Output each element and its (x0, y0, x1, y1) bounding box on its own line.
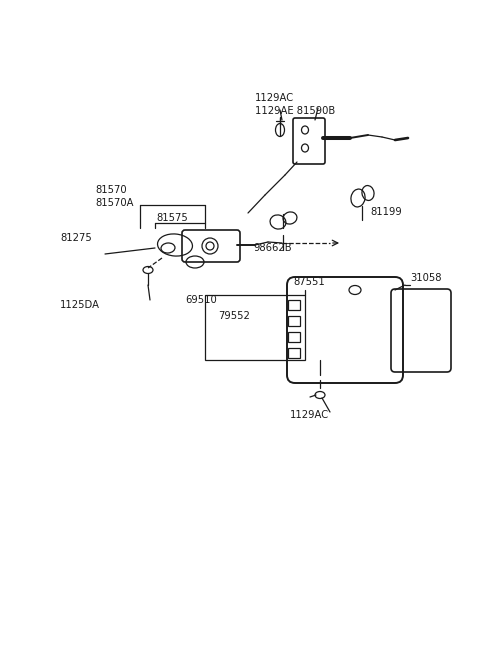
Bar (205, 295, 305, 360)
Text: 87551: 87551 (293, 277, 325, 287)
Text: 81570: 81570 (95, 185, 127, 195)
Bar (288, 316, 300, 326)
Text: 31058: 31058 (410, 273, 442, 283)
Text: 1125DA: 1125DA (60, 300, 100, 310)
Text: 81570A: 81570A (95, 198, 133, 208)
Text: 1129AE 81590B: 1129AE 81590B (255, 106, 335, 116)
Bar (288, 348, 300, 358)
Text: 79552: 79552 (218, 311, 250, 321)
Text: 81199: 81199 (370, 207, 402, 217)
Text: 69510: 69510 (185, 295, 217, 305)
Bar (288, 332, 300, 342)
Bar (288, 300, 300, 310)
Text: 81275: 81275 (60, 233, 92, 243)
Text: 1129AC: 1129AC (255, 93, 294, 103)
Text: 98662B: 98662B (253, 243, 292, 253)
Text: 81575: 81575 (156, 213, 188, 223)
Text: 1129AC: 1129AC (290, 410, 329, 420)
